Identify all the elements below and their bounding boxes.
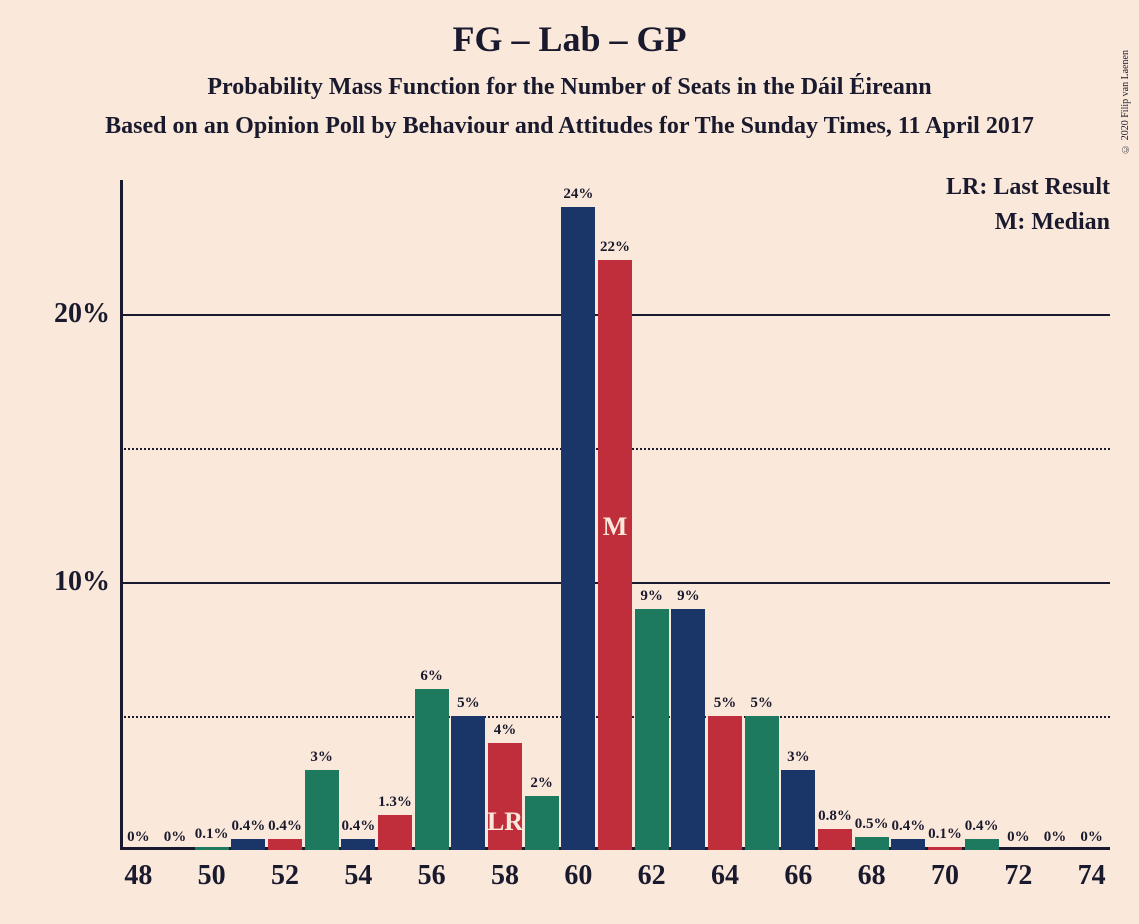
chart-title: FG – Lab – GP: [0, 0, 1139, 60]
bar: 0.4%: [891, 839, 925, 850]
annotation-lr: LR: [487, 807, 523, 837]
bar: 0.4%: [341, 839, 375, 850]
bar-value-label: 3%: [787, 749, 810, 766]
y-tick-label: 10%: [54, 566, 110, 598]
bar-value-label: 0%: [127, 829, 150, 846]
y-axis: [120, 180, 123, 850]
bar-value-label: 0.4%: [965, 818, 999, 835]
bar: 2%: [525, 796, 559, 850]
x-tick-label: 68: [858, 860, 886, 892]
bar: 5%: [745, 716, 779, 850]
bar-value-label: 9%: [677, 588, 700, 605]
bar: 9%: [635, 609, 669, 850]
x-tick-label: 66: [784, 860, 812, 892]
chart-subtitle-1: Probability Mass Function for the Number…: [0, 60, 1139, 101]
bar-value-label: 24%: [563, 186, 593, 203]
bar-value-label: 2%: [530, 775, 553, 792]
bar-value-label: 0%: [1044, 829, 1067, 846]
chart-subtitle-2: Based on an Opinion Poll by Behaviour an…: [0, 101, 1139, 140]
x-tick-label: 64: [711, 860, 739, 892]
x-tick-label: 72: [1004, 860, 1032, 892]
bar-value-label: 4%: [494, 722, 517, 739]
x-tick-label: 50: [198, 860, 226, 892]
bar: 0.4%: [268, 839, 302, 850]
x-tick-label: 52: [271, 860, 299, 892]
annotation-m: M: [603, 512, 628, 542]
bar-value-label: 5%: [750, 695, 773, 712]
bar: 22%: [598, 260, 632, 850]
copyright-text: © 2020 Filip van Laenen: [1120, 50, 1131, 154]
bar-value-label: 0%: [1080, 829, 1103, 846]
bar-value-label: 0.4%: [341, 818, 375, 835]
x-tick-label: 70: [931, 860, 959, 892]
bar: 0.1%: [195, 847, 229, 850]
x-tick-label: 62: [638, 860, 666, 892]
bar-value-label: 0.4%: [268, 818, 302, 835]
bar-value-label: 0.4%: [891, 818, 925, 835]
x-tick-label: 74: [1078, 860, 1106, 892]
legend: LR: Last Result M: Median: [946, 174, 1110, 244]
x-tick-label: 48: [124, 860, 152, 892]
x-tick-label: 60: [564, 860, 592, 892]
bar: 3%: [781, 770, 815, 850]
bar-value-label: 5%: [457, 695, 480, 712]
bar-value-label: 0.5%: [855, 816, 889, 833]
legend-m: M: Median: [946, 209, 1110, 236]
bar-value-label: 22%: [600, 239, 630, 256]
bar: 9%: [671, 609, 705, 850]
bar: 0.5%: [855, 837, 889, 850]
bar-value-label: 0%: [164, 829, 187, 846]
bar: 24%: [561, 207, 595, 850]
bar-value-label: 0.1%: [195, 826, 229, 843]
bar: 1.3%: [378, 815, 412, 850]
x-tick-label: 56: [418, 860, 446, 892]
bar: 0.4%: [965, 839, 999, 850]
y-tick-label: 20%: [54, 298, 110, 330]
x-tick-label: 54: [344, 860, 372, 892]
x-tick-label: 58: [491, 860, 519, 892]
bar-value-label: 0.8%: [818, 808, 852, 825]
bar-value-label: 5%: [714, 695, 737, 712]
legend-lr: LR: Last Result: [946, 174, 1110, 201]
bar-value-label: 3%: [310, 749, 333, 766]
bar: 0.1%: [928, 847, 962, 850]
bar-value-label: 0.1%: [928, 826, 962, 843]
bar-value-label: 0.4%: [231, 818, 265, 835]
bar-value-label: 1.3%: [378, 794, 412, 811]
bar-value-label: 9%: [640, 588, 663, 605]
bar: 0.8%: [818, 829, 852, 850]
bar-value-label: 0%: [1007, 829, 1030, 846]
bar: 5%: [708, 716, 742, 850]
bar: 3%: [305, 770, 339, 850]
chart-container: FG – Lab – GP Probability Mass Function …: [0, 0, 1139, 924]
bar: 5%: [451, 716, 485, 850]
bar: 6%: [415, 689, 449, 850]
bar-value-label: 6%: [420, 668, 443, 685]
bar: 0.4%: [231, 839, 265, 850]
plot-area: LR: Last Result M: Median 10%20%48505254…: [120, 180, 1110, 850]
